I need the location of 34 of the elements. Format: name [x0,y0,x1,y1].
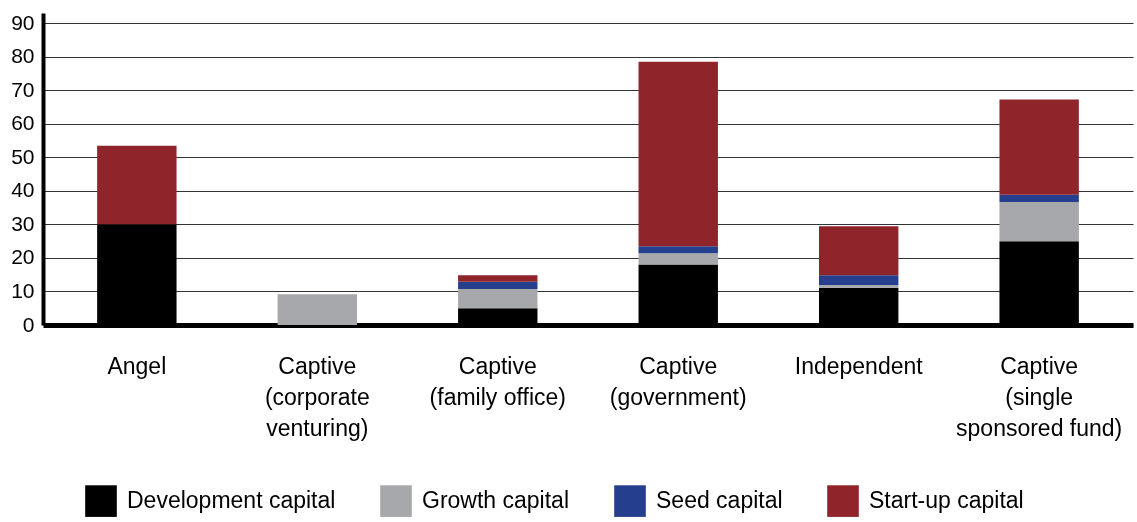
bar [458,275,538,282]
legend-label: Start-up capital [869,487,1024,514]
x-tick-label: Angel [107,352,167,379]
x-tick-label: Captive (family office) [429,352,566,410]
bar [999,201,1079,242]
bar [818,275,899,286]
legend-label: Seed capital [656,487,783,514]
y-tick-label: 80 [11,44,35,68]
x-tick-label: Captive (government) [609,352,747,410]
bar [638,61,718,247]
y-tick-label: 20 [11,245,35,269]
y-tick-label: 30 [11,211,35,235]
y-tick-label: 40 [11,178,35,202]
bar [458,289,538,309]
x-tick-label: Captive (single sponsored fund) [956,352,1123,441]
bar [638,246,718,254]
legend-label: Growth capital [422,487,570,514]
legend-label: Development capital [127,487,336,514]
x-tick-label: Captive (corporate venturing) [264,352,370,441]
bar [638,253,718,265]
y-tick-label: 70 [11,77,35,101]
y-tick-label: 10 [11,278,35,302]
bar [277,294,358,325]
bar [818,285,899,288]
bar [458,281,538,290]
y-tick-label: 60 [11,111,35,135]
x-tick-label: Independent [794,352,924,379]
bar [97,145,177,225]
bar [818,226,899,276]
y-tick-label: 0 [22,312,35,336]
bar [999,194,1079,202]
y-tick-label: 50 [11,144,35,168]
bar [999,99,1079,195]
y-tick-label: 90 [11,10,35,34]
